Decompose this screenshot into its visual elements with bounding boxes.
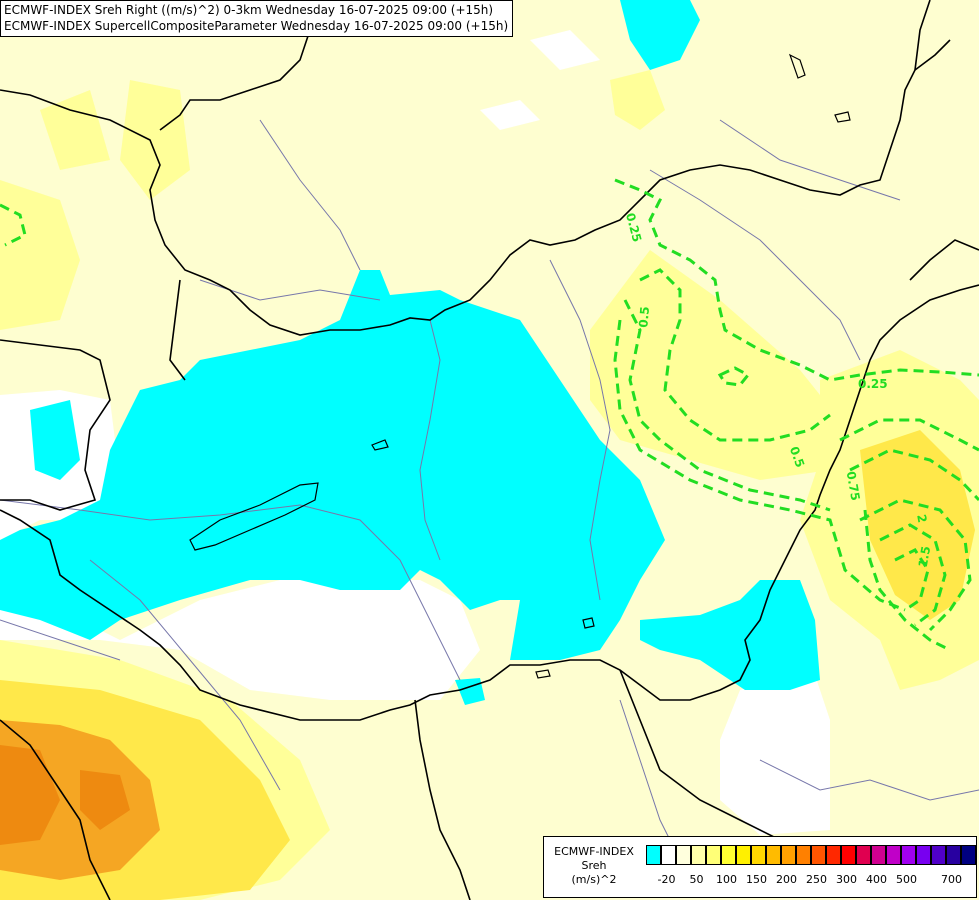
legend-swatch (676, 845, 691, 865)
legend-swatch (901, 845, 916, 865)
contour-label: 1.5 (916, 545, 933, 568)
negative-srh-areas (0, 0, 820, 705)
legend-swatch (916, 845, 931, 865)
legend-swatch (796, 845, 811, 865)
scp-contours (0, 178, 979, 652)
legend-swatch (826, 845, 841, 865)
title-line-srh: ECMWF-INDEX Sreh Right ((m/s)^2) 0-3km W… (4, 3, 494, 17)
legend-swatch (691, 845, 706, 865)
lakes (189, 53, 851, 679)
legend-tick-label: 100 (716, 873, 737, 886)
contour-label: 2 (914, 513, 929, 524)
legend-ticks: -20 50 100 150 200 250 300 400 500 700 (646, 873, 976, 887)
rivers (0, 119, 979, 881)
legend-title-line: Sreh (581, 859, 607, 872)
legend-swatch (856, 845, 871, 865)
legend-swatch (946, 845, 961, 865)
legend-swatches (646, 845, 976, 865)
legend: ECMWF-INDEX Sreh (m/s)^2 -20 50 100 150 200 2… (543, 836, 977, 898)
legend-swatch (781, 845, 796, 865)
legend-swatch (931, 845, 946, 865)
legend-swatch (961, 845, 976, 865)
map-title: ECMWF-INDEX Sreh Right ((m/s)^2) 0-3km W… (0, 0, 514, 37)
legend-swatch (766, 845, 781, 865)
contour-label: 0.75 (844, 470, 863, 502)
contour-label: 0.5 (787, 445, 807, 470)
legend-tick-label: -20 (657, 873, 676, 886)
legend-swatch (811, 845, 826, 865)
legend-swatch (751, 845, 766, 865)
legend-tick-label: 200 (776, 873, 797, 886)
legend-swatch (706, 845, 721, 865)
dark-orange-areas (0, 745, 130, 845)
legend-swatch (646, 845, 661, 865)
legend-swatch (721, 845, 736, 865)
contour-label: 0.25 (858, 377, 888, 391)
legend-title-line: (m/s)^2 (571, 873, 617, 886)
legend-tick-label: 300 (836, 873, 857, 886)
legend-tick-label: 250 (806, 873, 827, 886)
contour-label: 0.5 (636, 306, 652, 328)
legend-tick-label: 400 (866, 873, 887, 886)
legend-title: ECMWF-INDEX Sreh (m/s)^2 (548, 845, 640, 887)
legend-swatch (841, 845, 856, 865)
legend-tick-label: 500 (896, 873, 917, 886)
title-line-scp: ECMWF-INDEX SupercellCompositeParameter … (4, 19, 509, 33)
legend-tick-label: 150 (746, 873, 767, 886)
legend-swatch (871, 845, 886, 865)
legend-tick-label: 50 (689, 873, 704, 886)
legend-swatch (736, 845, 751, 865)
legend-tick-label: 700 (941, 873, 962, 886)
legend-title-line: ECMWF-INDEX (554, 845, 634, 858)
legend-swatch (886, 845, 901, 865)
legend-swatch (661, 845, 676, 865)
